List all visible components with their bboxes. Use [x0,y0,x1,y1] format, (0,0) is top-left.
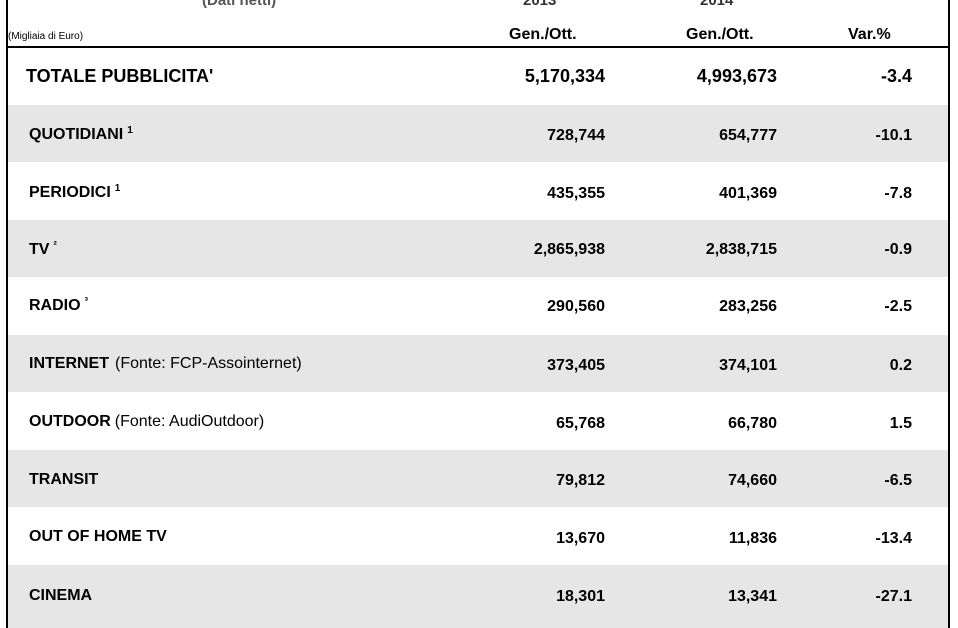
row-label: QUOTIDIANI 1 [29,125,133,144]
value-2013: 290,560 [547,298,605,315]
value-2013: 373,405 [547,357,605,374]
row-label: CINEMA [29,587,92,605]
footnote-marker: 1 [114,183,121,194]
row-label-text: TRANSIT [29,471,99,488]
year-2013-header: 2013 [523,0,557,9]
table-row-cinema: CINEMA 18,301 13,341 -27.1 [8,565,948,628]
table-subtitle: (Dati netti) [202,0,277,9]
row-label: INTERNET (Fonte: FCP-Assointernet) [29,355,302,373]
source-note: (Fonte: FCP-Assointernet) [115,355,302,372]
row-label: RADIO ³ [29,296,88,315]
table-row-out-of-home-tv: OUT OF HOME TV 13,670 11,836 -13.4 [8,508,948,565]
value-variation: -0.9 [884,241,912,258]
row-label: OUTDOOR (Fonte: AudiOutdoor) [29,413,264,431]
row-label-text: OUTDOOR [29,413,111,430]
table-row-outdoor: OUTDOOR (Fonte: AudiOutdoor) 65,768 66,78… [8,393,948,450]
value-2013: 79,812 [556,472,605,489]
unit-label: (Migliaia di Euro) [8,31,84,42]
value-2013: 2,865,938 [533,241,605,258]
value-2013: 435,355 [547,185,605,202]
value-2014: 66,780 [728,415,777,432]
footnote-marker: 1 [127,125,133,136]
row-label: TOTALE PUBBLICITA' [26,66,213,87]
row-label-text: TOTALE PUBBLICITA' [26,66,214,86]
row-label-text: RADIO [29,297,81,314]
row-label: PERIODICI 1 [29,183,120,202]
row-label: OUT OF HOME TV [29,528,167,546]
row-label-text: CINEMA [29,587,93,604]
value-2014: 13,341 [728,588,777,605]
value-2014: 4,993,673 [696,66,777,86]
value-2013: 65,768 [556,415,605,432]
value-variation: -3.4 [880,66,912,86]
value-2013: 728,744 [547,127,605,144]
value-2014: 74,660 [728,472,777,489]
value-2014: 283,256 [719,298,777,315]
row-label-text: INTERNET [29,355,109,372]
value-2014: 2,838,715 [705,241,777,258]
table-frame [6,0,950,628]
row-label-text: QUOTIDIANI [29,126,124,143]
value-2014: 374,101 [719,357,777,374]
row-label-text: TV [29,241,50,258]
footnote-marker: ² [53,240,57,251]
row-label-text: PERIODICI [29,184,111,201]
value-2014: 11,836 [728,530,777,547]
header-divider [6,46,950,48]
table-row-transit: TRANSIT 79,812 74,660 -6.5 [8,450,948,507]
source-note: (Fonte: AudiOutdoor) [114,413,265,430]
column-header-2013: Gen./Ott. [509,26,577,43]
value-2014: 654,777 [719,127,777,144]
value-variation: 1.5 [889,415,912,432]
row-label-text: OUT OF HOME TV [29,528,167,545]
value-variation: -27.1 [875,588,912,605]
table-row-radio: RADIO ³ 290,560 283,256 -2.5 [8,278,948,335]
column-header-variation: Var.% [848,26,891,43]
row-label: TRANSIT [29,471,98,489]
year-2014-header: 2014 [700,0,734,9]
value-variation: -7.8 [884,185,912,202]
value-variation: 0.2 [889,357,912,374]
value-2013: 13,670 [556,530,605,547]
value-2013: 18,301 [556,588,605,605]
value-variation: -10.1 [875,127,912,144]
value-variation: -2.5 [884,298,912,315]
table-row-periodici: PERIODICI 1 435,355 401,369 -7.8 [8,163,948,220]
value-2013: 5,170,334 [524,66,605,86]
column-header-2014: Gen./Ott. [686,26,754,43]
table-row-internet: INTERNET (Fonte: FCP-Assointernet) 373,40… [8,335,948,392]
table-row-totale: TOTALE PUBBLICITA' 5,170,334 4,993,673 -… [8,48,948,105]
footnote-marker: ³ [84,296,88,307]
value-variation: -13.4 [875,530,912,547]
value-2014: 401,369 [719,185,777,202]
row-label: TV ² [29,240,57,259]
table-row-tv: TV ² 2,865,938 2,838,715 -0.9 [8,220,948,277]
value-variation: -6.5 [884,472,912,489]
table-row-quotidiani: QUOTIDIANI 1 728,744 654,777 -10.1 [8,105,948,162]
